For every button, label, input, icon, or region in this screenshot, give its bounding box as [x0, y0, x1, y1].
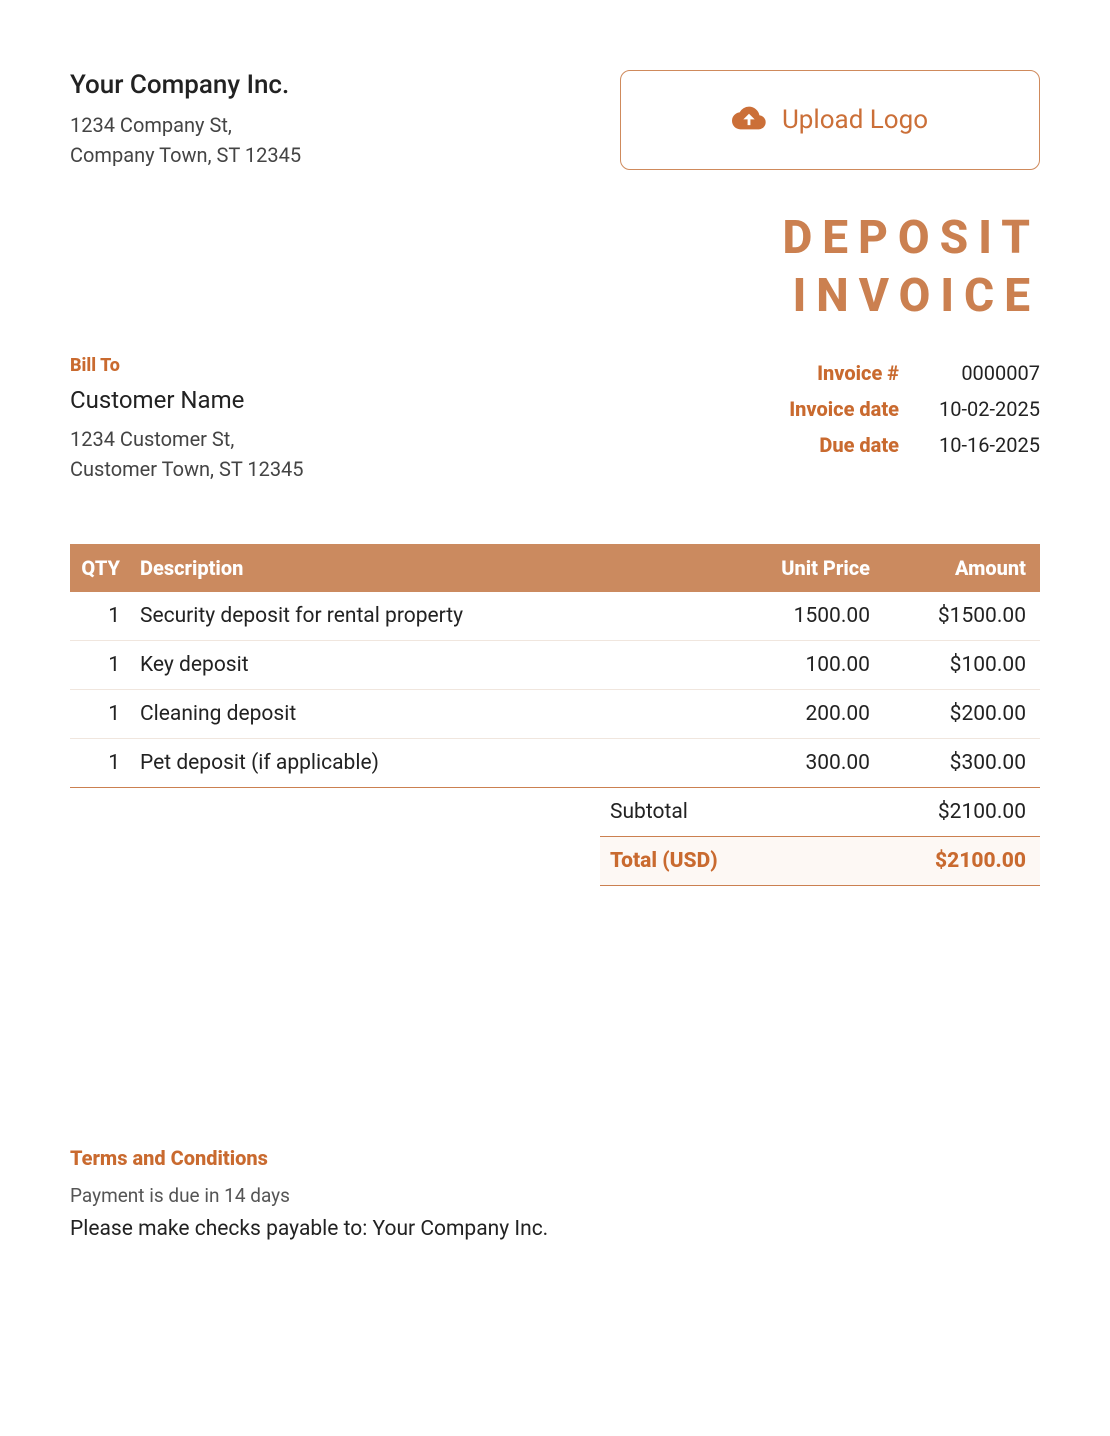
cell-amount: $300.00: [880, 739, 1040, 788]
table-row: 1Pet deposit (if applicable)300.00$300.0…: [70, 739, 1040, 788]
cell-qty: 1: [70, 592, 130, 641]
customer-address-line2: Customer Town, ST 12345: [70, 454, 304, 484]
cell-qty: 1: [70, 739, 130, 788]
subtotal-value: $2100.00: [835, 788, 1040, 837]
invoice-number-label: Invoice #: [749, 355, 899, 391]
table-row: 1Cleaning deposit200.00$200.00: [70, 690, 1040, 739]
due-date-value: 10-16-2025: [899, 427, 1040, 463]
cell-unit-price: 1500.00: [720, 592, 880, 641]
total-value: $2100.00: [835, 837, 1040, 886]
bill-to-heading: Bill To: [70, 355, 304, 376]
invoice-date-label: Invoice date: [749, 391, 899, 427]
upload-logo-label: Upload Logo: [782, 105, 928, 135]
customer-name: Customer Name: [70, 386, 304, 414]
terms-line1: Payment is due in 14 days: [70, 1184, 1040, 1207]
company-block: Your Company Inc. 1234 Company St, Compa…: [70, 70, 301, 170]
document-title-line2: INVOICE: [70, 268, 1040, 326]
company-name: Your Company Inc.: [70, 70, 301, 100]
upload-logo-button[interactable]: Upload Logo: [620, 70, 1040, 170]
cell-unit-price: 200.00: [720, 690, 880, 739]
table-row: 1Security deposit for rental property150…: [70, 592, 1040, 641]
bill-to-block: Bill To Customer Name 1234 Customer St, …: [70, 355, 304, 484]
cell-description: Key deposit: [130, 641, 720, 690]
cell-qty: 1: [70, 690, 130, 739]
col-header-unit-price: Unit Price: [720, 544, 880, 592]
cell-qty: 1: [70, 641, 130, 690]
cell-amount: $200.00: [880, 690, 1040, 739]
cell-description: Security deposit for rental property: [130, 592, 720, 641]
invoice-number-value: 0000007: [899, 355, 1040, 391]
table-row: 1Key deposit100.00$100.00: [70, 641, 1040, 690]
cell-unit-price: 100.00: [720, 641, 880, 690]
due-date-label: Due date: [749, 427, 899, 463]
company-address-line2: Company Town, ST 12345: [70, 140, 301, 170]
terms-heading: Terms and Conditions: [70, 1146, 1040, 1170]
terms-line2: Please make checks payable to: Your Comp…: [70, 1217, 1040, 1241]
document-title-line1: DEPOSIT: [70, 210, 1040, 268]
subtotal-label: Subtotal: [600, 788, 835, 837]
customer-address-line1: 1234 Customer St,: [70, 424, 304, 454]
col-header-qty: QTY: [70, 544, 130, 592]
cell-amount: $100.00: [880, 641, 1040, 690]
company-address: 1234 Company St, Company Town, ST 12345: [70, 110, 301, 170]
company-address-line1: 1234 Company St,: [70, 110, 301, 140]
totals-table: Subtotal $2100.00 Total (USD) $2100.00: [600, 788, 1040, 886]
invoice-date-value: 10-02-2025: [899, 391, 1040, 427]
col-header-description: Description: [130, 544, 720, 592]
cell-description: Cleaning deposit: [130, 690, 720, 739]
invoice-meta: Invoice # 0000007 Invoice date 10-02-202…: [749, 355, 1040, 484]
cloud-upload-icon: [732, 101, 766, 139]
line-items-table: QTY Description Unit Price Amount 1Secur…: [70, 544, 1040, 788]
cell-amount: $1500.00: [880, 592, 1040, 641]
col-header-amount: Amount: [880, 544, 1040, 592]
cell-unit-price: 300.00: [720, 739, 880, 788]
cell-description: Pet deposit (if applicable): [130, 739, 720, 788]
terms-block: Terms and Conditions Payment is due in 1…: [70, 1146, 1040, 1241]
document-title: DEPOSIT INVOICE: [70, 210, 1040, 325]
customer-address: 1234 Customer St, Customer Town, ST 1234…: [70, 424, 304, 484]
total-label: Total (USD): [600, 837, 835, 886]
